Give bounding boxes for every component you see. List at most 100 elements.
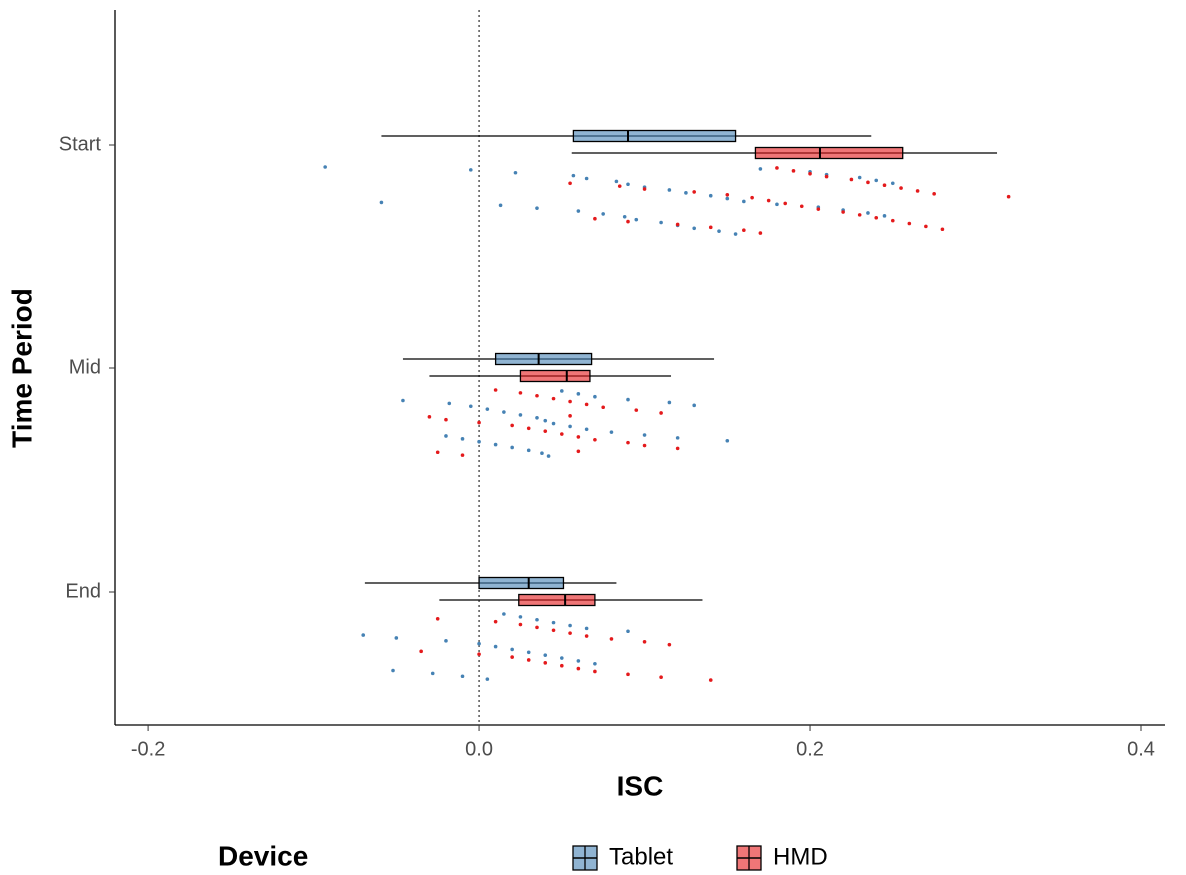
data-point (447, 401, 452, 406)
data-point (890, 218, 895, 223)
y-axis-title: Time Period (6, 288, 37, 448)
box (518, 593, 596, 607)
data-point (502, 410, 506, 414)
data-point (667, 400, 672, 405)
data-point (535, 625, 539, 630)
legend-label: HMD (773, 843, 828, 870)
legend-title: Device (218, 840, 308, 871)
data-point (518, 622, 523, 627)
data-point (568, 414, 572, 418)
data-point (460, 437, 465, 441)
data-point (675, 436, 680, 440)
data-point (477, 652, 481, 657)
data-point (401, 398, 405, 403)
data-point (1006, 194, 1011, 199)
data-point (526, 650, 531, 655)
data-point (513, 170, 518, 175)
data-point (584, 626, 589, 631)
data-point (460, 453, 465, 457)
data-point (659, 220, 663, 225)
data-point (551, 628, 556, 633)
data-point (526, 658, 531, 662)
y-tick-label: Start (59, 133, 102, 155)
data-point (518, 615, 523, 619)
data-point (535, 617, 539, 622)
data-point (684, 191, 688, 195)
data-point (493, 442, 498, 447)
data-point (799, 204, 804, 209)
data-point (323, 165, 327, 169)
data-point (725, 196, 730, 201)
data-point (568, 399, 572, 404)
data-point (493, 644, 498, 649)
data-point (675, 446, 680, 451)
data-point (766, 198, 771, 203)
data-point (882, 214, 887, 218)
box (494, 352, 593, 366)
data-point (725, 438, 730, 443)
data-point (614, 179, 619, 184)
data-point (733, 232, 738, 236)
data-point (642, 639, 647, 644)
data-point (791, 169, 796, 173)
data-point (444, 639, 448, 643)
data-point (543, 653, 548, 657)
box (754, 146, 904, 160)
data-point (857, 175, 862, 180)
data-point (391, 668, 395, 673)
data-point (659, 411, 663, 415)
data-point (601, 212, 605, 216)
data-point (824, 174, 829, 179)
data-point (560, 663, 564, 668)
data-point (692, 190, 696, 194)
data-point (593, 216, 597, 221)
data-point (907, 221, 912, 226)
data-point (510, 655, 514, 659)
data-point (742, 228, 746, 233)
data-point (560, 432, 564, 436)
x-tick-label: -0.2 (131, 738, 165, 760)
x-tick-label: 0.0 (465, 738, 493, 760)
data-point (502, 612, 506, 616)
legend-label: Tablet (609, 843, 673, 870)
data-point (526, 426, 531, 431)
data-point (485, 677, 490, 681)
data-point (675, 222, 680, 227)
data-point (626, 672, 630, 677)
data-point (540, 451, 544, 456)
data-point (617, 184, 622, 188)
data-point (485, 407, 490, 411)
data-point (535, 393, 539, 398)
data-point (394, 636, 399, 640)
data-point (444, 417, 448, 422)
data-point (510, 647, 514, 652)
data-point (444, 434, 448, 438)
data-point (783, 201, 788, 206)
data-point (468, 404, 473, 409)
data-point (915, 189, 920, 193)
data-point (560, 389, 564, 393)
data-point (609, 637, 614, 641)
data-point (940, 227, 945, 232)
data-point (477, 641, 481, 646)
data-point (692, 403, 696, 408)
data-point (874, 178, 879, 183)
data-point (725, 192, 730, 197)
data-point (808, 171, 812, 176)
data-point (874, 215, 879, 220)
data-point (526, 448, 531, 453)
data-point (560, 656, 564, 660)
data-point (468, 168, 473, 172)
box (478, 576, 565, 590)
data-point (435, 616, 440, 621)
data-point (551, 620, 556, 625)
data-point (460, 674, 465, 679)
data-point (626, 219, 630, 224)
data-point (510, 445, 514, 450)
box (519, 369, 591, 383)
data-point (626, 397, 630, 402)
data-point (576, 449, 581, 454)
data-point (890, 181, 895, 186)
y-tick-label: End (65, 580, 101, 602)
